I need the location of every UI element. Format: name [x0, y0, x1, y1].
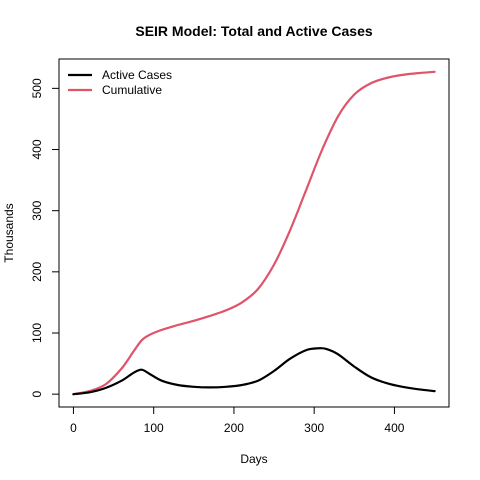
x-tick-label: 200: [224, 421, 244, 435]
y-tick-label: 0: [30, 391, 44, 398]
y-tick-label: 300: [30, 200, 44, 220]
y-tick-label: 200: [30, 262, 44, 282]
y-axis-label: Thousands: [2, 203, 16, 262]
x-tick-label: 300: [304, 421, 324, 435]
chart-title: SEIR Model: Total and Active Cases: [135, 23, 372, 39]
y-tick-label: 400: [30, 139, 44, 159]
x-tick-label: 100: [144, 421, 164, 435]
x-axis: 0 100 200 300 400: [70, 406, 405, 435]
x-tick-label: 400: [384, 421, 404, 435]
x-tick-label: 0: [70, 421, 77, 435]
legend-label-cumulative: Cumulative: [102, 83, 162, 97]
series-line-active-cases: [72, 347, 436, 396]
x-axis-label: Days: [240, 452, 267, 466]
y-axis: 0 100 200 300 400 500: [30, 78, 60, 398]
y-tick-label: 500: [30, 78, 44, 98]
series-layer: [72, 70, 436, 396]
series-line-cumulative: [72, 70, 436, 396]
y-tick-label: 100: [30, 323, 44, 343]
legend-label-active-cases: Active Cases: [102, 68, 172, 82]
